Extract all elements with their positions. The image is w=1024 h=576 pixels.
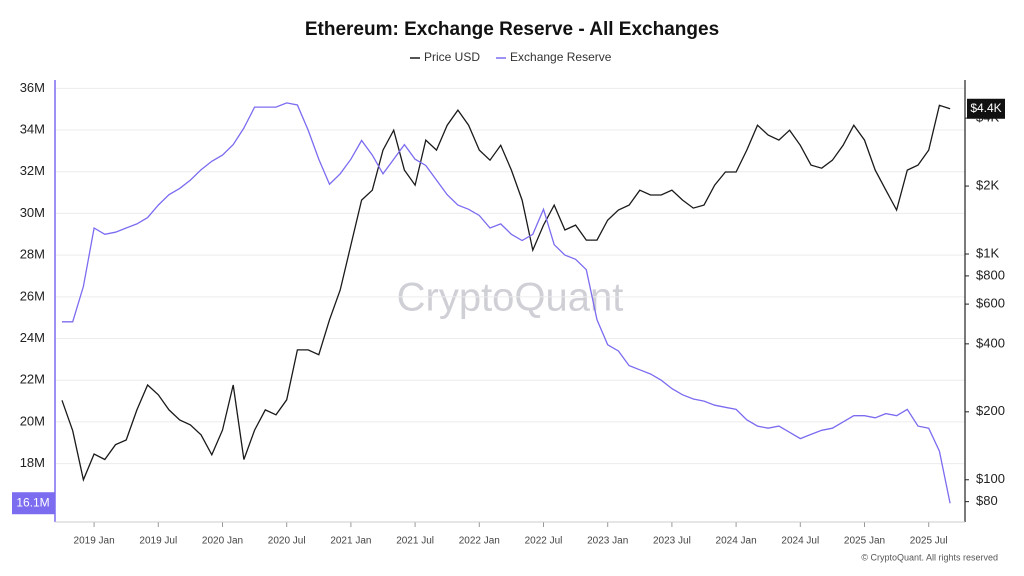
y2-tick-label: $2K <box>976 177 999 192</box>
x-tick-label: 2024 Jan <box>716 536 757 547</box>
y2-tick-label: $800 <box>976 267 1005 282</box>
x-tick-label: 2021 Jul <box>396 536 434 547</box>
x-tick-label: 2019 Jul <box>139 536 177 547</box>
value-badge-label: $4.4K <box>970 101 1001 115</box>
x-tick-label: 2020 Jan <box>202 536 243 547</box>
y-tick-label: 26M <box>20 288 45 303</box>
y2-tick-label: $400 <box>976 335 1005 350</box>
y2-tick-label: $1K <box>976 245 999 260</box>
series-line <box>62 102 951 504</box>
y-tick-label: 22M <box>20 372 45 387</box>
y-tick-label: 32M <box>20 163 45 178</box>
x-tick-label: 2021 Jan <box>330 536 371 547</box>
x-tick-label: 2023 Jul <box>653 536 691 547</box>
y-tick-label: 36M <box>20 80 45 95</box>
x-tick-label: 2025 Jul <box>910 536 948 547</box>
x-tick-label: 2025 Jan <box>844 536 885 547</box>
y2-tick-label: $200 <box>976 403 1005 418</box>
y-tick-label: 20M <box>20 413 45 428</box>
y2-tick-label: $100 <box>976 471 1005 486</box>
series-line <box>61 104 951 482</box>
value-badge-label: 16.1M <box>16 495 49 509</box>
watermark: CryptoQuant <box>397 276 624 320</box>
y2-tick-label: $80 <box>976 493 998 508</box>
y2-tick-label: $600 <box>976 296 1005 311</box>
x-tick-label: 2020 Jul <box>268 536 306 547</box>
value-badge <box>12 492 55 515</box>
y-tick-label: 34M <box>20 121 45 136</box>
legend-label: Exchange Reserve <box>510 50 612 64</box>
y-tick-label: 28M <box>20 247 45 262</box>
value-badge <box>967 98 1005 119</box>
x-tick-label: 2024 Jul <box>781 536 819 547</box>
y-tick-label: 18M <box>20 455 45 470</box>
x-tick-label: 2022 Jul <box>525 536 563 547</box>
y-tick-label: 30M <box>20 205 45 220</box>
x-tick-label: 2023 Jan <box>587 536 628 547</box>
credit: © CryptoQuant. All rights reserved <box>861 552 998 562</box>
y-tick-label: 24M <box>20 330 45 345</box>
x-tick-label: 2019 Jan <box>74 536 115 547</box>
chart-title: Ethereum: Exchange Reserve - All Exchang… <box>305 19 719 40</box>
legend-label: Price USD <box>424 50 480 64</box>
x-tick-label: 2022 Jan <box>459 536 500 547</box>
